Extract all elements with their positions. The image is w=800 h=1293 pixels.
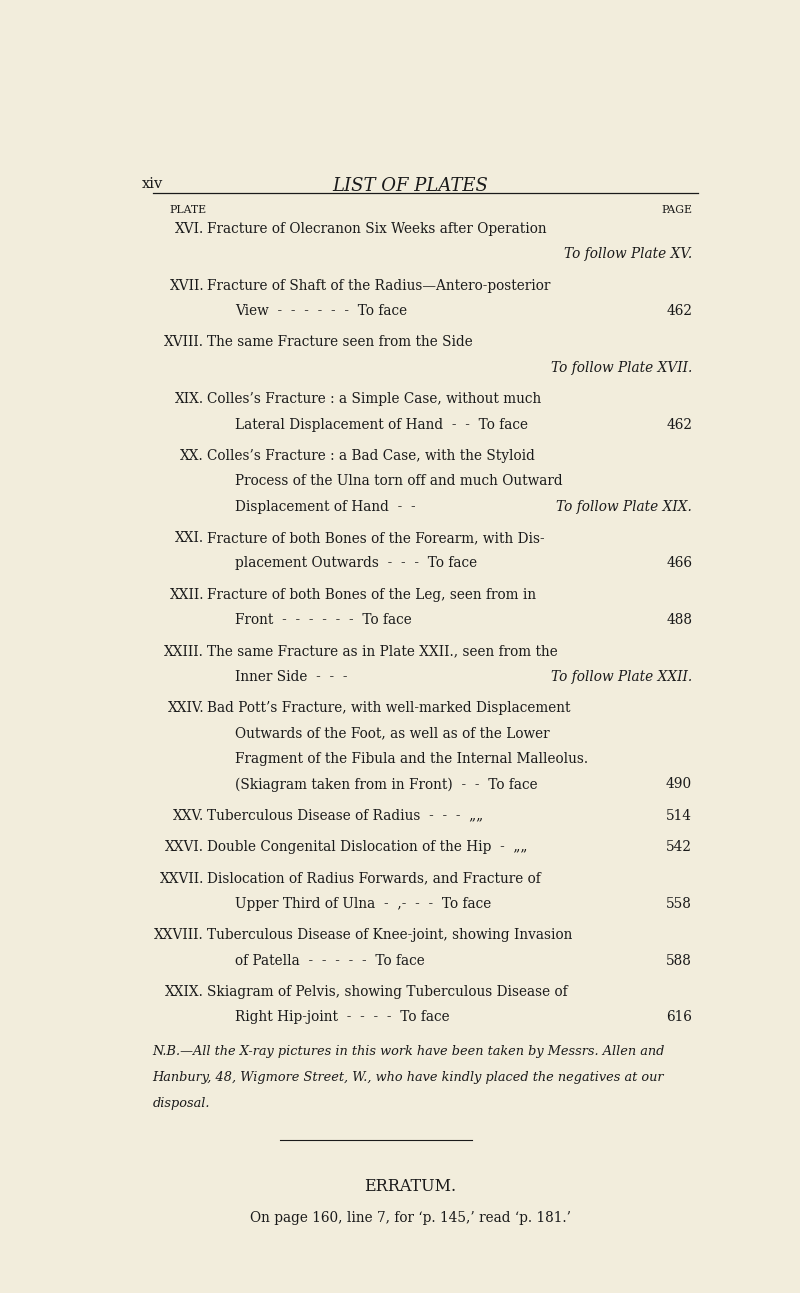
Text: Fracture of both Bones of the Forearm, with Dis-: Fracture of both Bones of the Forearm, w… bbox=[206, 531, 544, 546]
Text: XVIII.: XVIII. bbox=[164, 335, 204, 349]
Text: Lateral Displacement of Hand  -  -  To face: Lateral Displacement of Hand - - To face bbox=[235, 418, 528, 432]
Text: To follow Plate XV.: To follow Plate XV. bbox=[564, 247, 692, 261]
Text: PLATE: PLATE bbox=[170, 206, 206, 215]
Text: xiv: xiv bbox=[142, 177, 163, 191]
Text: Displacement of Hand  -  -: Displacement of Hand - - bbox=[235, 499, 425, 513]
Text: Hanbury, 48, Wigmore Street, W., who have kindly placed the negatives at our: Hanbury, 48, Wigmore Street, W., who hav… bbox=[153, 1071, 664, 1084]
Text: To follow Plate XXII.: To follow Plate XXII. bbox=[551, 670, 692, 684]
Text: 462: 462 bbox=[666, 304, 692, 318]
Text: Tuberculous Disease of Radius  -  -  -  „„: Tuberculous Disease of Radius - - - „„ bbox=[206, 809, 483, 822]
Text: Right Hip-joint  -  -  -  -  To face: Right Hip-joint - - - - To face bbox=[235, 1010, 450, 1024]
Text: Outwards of the Foot, as well as of the Lower: Outwards of the Foot, as well as of the … bbox=[235, 727, 550, 741]
Text: Skiagram of Pelvis, showing Tuberculous Disease of: Skiagram of Pelvis, showing Tuberculous … bbox=[206, 985, 567, 999]
Text: Tuberculous Disease of Knee-joint, showing Invasion: Tuberculous Disease of Knee-joint, showi… bbox=[206, 928, 572, 943]
Text: 542: 542 bbox=[666, 840, 692, 855]
Text: Colles’s Fracture : a Simple Case, without much: Colles’s Fracture : a Simple Case, witho… bbox=[206, 392, 541, 406]
Text: 588: 588 bbox=[666, 954, 692, 967]
Text: XXII.: XXII. bbox=[170, 588, 204, 601]
Text: XXVIII.: XXVIII. bbox=[154, 928, 204, 943]
Text: (Skiagram taken from in Front)  -  -  To face: (Skiagram taken from in Front) - - To fa… bbox=[235, 777, 538, 791]
Text: placement Outwards  -  -  -  To face: placement Outwards - - - To face bbox=[235, 556, 478, 570]
Text: Front  -  -  -  -  -  -  To face: Front - - - - - - To face bbox=[235, 613, 412, 627]
Text: Colles’s Fracture : a Bad Case, with the Styloid: Colles’s Fracture : a Bad Case, with the… bbox=[206, 449, 534, 463]
Text: XIX.: XIX. bbox=[175, 392, 204, 406]
Text: 462: 462 bbox=[666, 418, 692, 432]
Text: XXIV.: XXIV. bbox=[167, 701, 204, 715]
Text: XX.: XX. bbox=[181, 449, 204, 463]
Text: To follow Plate XIX.: To follow Plate XIX. bbox=[556, 499, 692, 513]
Text: View  -  -  -  -  -  -  To face: View - - - - - - To face bbox=[235, 304, 407, 318]
Text: Upper Third of Ulna  -  ,-  -  -  To face: Upper Third of Ulna - ,- - - To face bbox=[235, 897, 491, 910]
Text: Fracture of Olecranon Six Weeks after Operation: Fracture of Olecranon Six Weeks after Op… bbox=[206, 222, 546, 235]
Text: XVII.: XVII. bbox=[170, 278, 204, 292]
Text: Bad Pott’s Fracture, with well-marked Displacement: Bad Pott’s Fracture, with well-marked Di… bbox=[206, 701, 570, 715]
Text: 466: 466 bbox=[666, 556, 692, 570]
Text: The same Fracture as in Plate XXII., seen from the: The same Fracture as in Plate XXII., see… bbox=[206, 644, 558, 658]
Text: The same Fracture seen from the Side: The same Fracture seen from the Side bbox=[206, 335, 472, 349]
Text: N.B.—All the X-ray pictures in this work have been taken by Messrs. Allen and: N.B.—All the X-ray pictures in this work… bbox=[153, 1045, 665, 1058]
Text: 514: 514 bbox=[666, 809, 692, 822]
Text: Dislocation of Radius Forwards, and Fracture of: Dislocation of Radius Forwards, and Frac… bbox=[206, 871, 540, 886]
Text: Double Congenital Dislocation of the Hip  -  „„: Double Congenital Dislocation of the Hip… bbox=[206, 840, 527, 855]
Text: To follow Plate XVII.: To follow Plate XVII. bbox=[550, 361, 692, 375]
Text: XXIII.: XXIII. bbox=[164, 644, 204, 658]
Text: 616: 616 bbox=[666, 1010, 692, 1024]
Text: Process of the Ulna torn off and much Outward: Process of the Ulna torn off and much Ou… bbox=[235, 475, 562, 489]
Text: Fracture of both Bones of the Leg, seen from in: Fracture of both Bones of the Leg, seen … bbox=[206, 588, 536, 601]
Text: XXIX.: XXIX. bbox=[166, 985, 204, 999]
Text: disposal.: disposal. bbox=[153, 1096, 210, 1109]
Text: 490: 490 bbox=[666, 777, 692, 791]
Text: XXVI.: XXVI. bbox=[165, 840, 204, 855]
Text: XXV.: XXV. bbox=[173, 809, 204, 822]
Text: XXI.: XXI. bbox=[175, 531, 204, 546]
Text: XXVII.: XXVII. bbox=[160, 871, 204, 886]
Text: PAGE: PAGE bbox=[661, 206, 692, 215]
Text: 488: 488 bbox=[666, 613, 692, 627]
Text: Fragment of the Fibula and the Internal Malleolus.: Fragment of the Fibula and the Internal … bbox=[235, 753, 588, 765]
Text: Inner Side  -  -  -: Inner Side - - - bbox=[235, 670, 357, 684]
Text: of Patella  -  -  -  -  -  To face: of Patella - - - - - To face bbox=[235, 954, 425, 967]
Text: XVI.: XVI. bbox=[175, 222, 204, 235]
Text: LIST OF PLATES: LIST OF PLATES bbox=[332, 177, 488, 195]
Text: Fracture of Shaft of the Radius—Antero-posterior: Fracture of Shaft of the Radius—Antero-p… bbox=[206, 278, 550, 292]
Text: On page 160, line 7, for ‘p. 145,’ read ‘p. 181.’: On page 160, line 7, for ‘p. 145,’ read … bbox=[250, 1212, 570, 1226]
Text: ERRATUM.: ERRATUM. bbox=[364, 1178, 456, 1195]
Text: 558: 558 bbox=[666, 897, 692, 910]
